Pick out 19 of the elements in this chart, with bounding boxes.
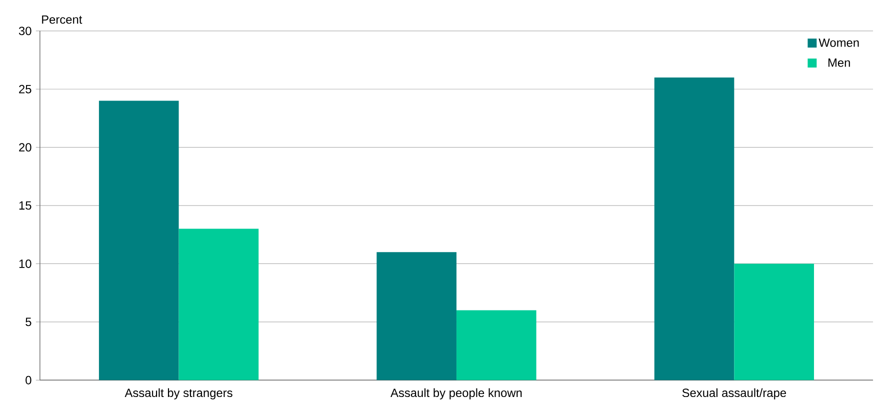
x-tick-label: Assault by strangers xyxy=(124,388,232,400)
y-tick-label: 20 xyxy=(19,143,32,152)
bar xyxy=(178,228,259,380)
y-axis-title: Percent xyxy=(42,15,82,24)
legend-label: Men xyxy=(828,58,850,67)
x-tick-label: Sexual assault/rape xyxy=(682,388,786,400)
y-tick-label: 25 xyxy=(19,84,32,94)
bar xyxy=(376,252,456,380)
y-tick-label: 10 xyxy=(19,259,32,268)
y-tick-label: 5 xyxy=(26,318,32,326)
x-tick-label: Assault by people known xyxy=(390,388,522,400)
y-tick-label: 0 xyxy=(26,376,32,384)
bar xyxy=(654,77,734,380)
y-tick-label: 30 xyxy=(18,26,32,36)
bar xyxy=(98,100,179,380)
bar xyxy=(734,264,814,380)
bar xyxy=(456,310,536,380)
y-tick-label: 15 xyxy=(19,201,32,210)
legend-label: Women xyxy=(818,38,859,47)
